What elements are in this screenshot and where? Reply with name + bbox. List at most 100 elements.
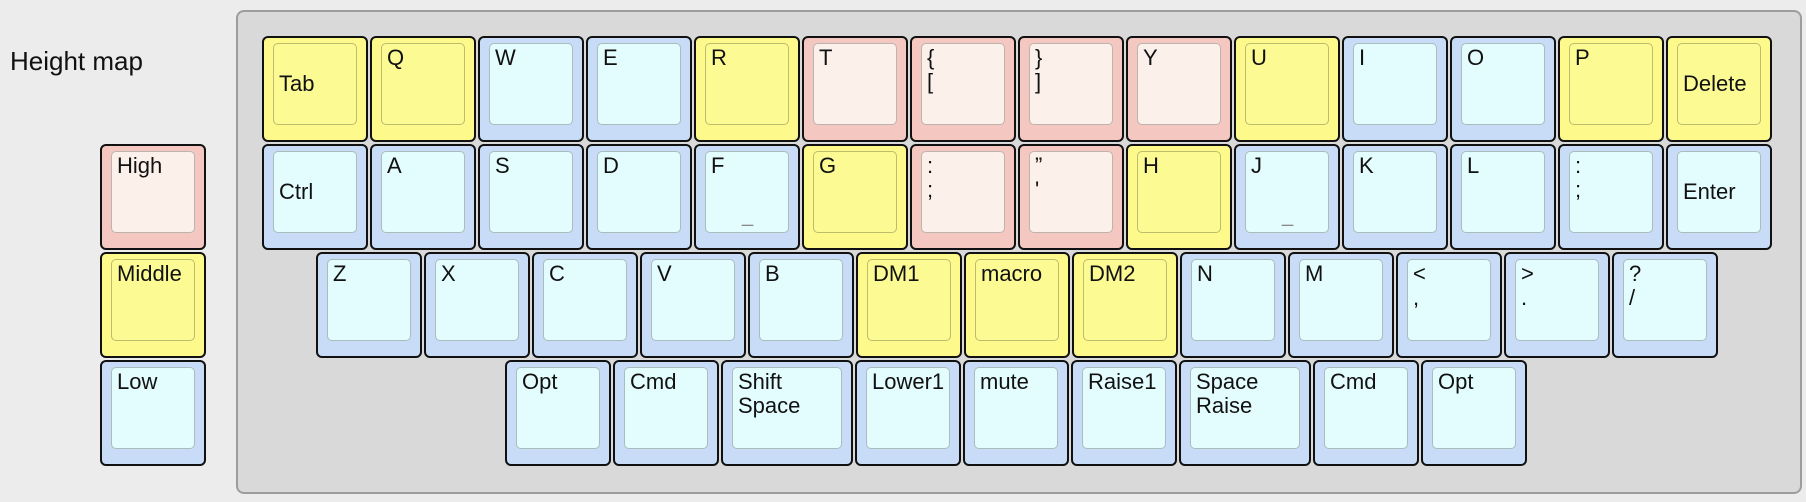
key-label: O	[1467, 45, 1485, 70]
key-label: Opt	[1438, 369, 1474, 394]
keycap-top	[1324, 367, 1408, 449]
keycap-top	[1029, 151, 1113, 233]
key-label: > .	[1521, 261, 1534, 310]
key-label: I	[1359, 45, 1366, 70]
keycap-top	[1623, 259, 1707, 341]
key-label: C	[549, 261, 565, 286]
keycap-top	[1353, 151, 1437, 233]
keycap-top	[273, 151, 357, 233]
keycap-top	[381, 43, 465, 125]
key-label: Middle	[117, 261, 182, 286]
key-o: O	[1450, 36, 1556, 142]
key-symbol: ? /	[1612, 252, 1718, 358]
key-label: Shift Space	[738, 369, 801, 418]
keycap-top	[327, 259, 411, 341]
key-r: R	[694, 36, 800, 142]
key-label: V	[657, 261, 672, 286]
key-label: ? /	[1629, 261, 1642, 310]
keycap-top	[1245, 151, 1329, 233]
key-lower1: Lower1	[855, 360, 961, 466]
keycap-top	[813, 151, 897, 233]
key-label: DM2	[1089, 261, 1136, 286]
key-k: K	[1342, 144, 1448, 250]
key-w: W	[478, 36, 584, 142]
key-label: A	[387, 153, 402, 178]
key-c: C	[532, 252, 638, 358]
key-label: Low	[117, 369, 158, 394]
keycap-top	[1677, 43, 1761, 125]
key-label: { [	[927, 45, 935, 94]
key-y: Y	[1126, 36, 1232, 142]
key-label: Cmd	[1330, 369, 1377, 394]
keycap-top	[651, 259, 735, 341]
key-t: T	[802, 36, 908, 142]
key-dm1: DM1	[856, 252, 962, 358]
key-opt: Opt	[505, 360, 611, 466]
key-shift-space: Shift Space	[721, 360, 853, 466]
keycap-top	[1245, 43, 1329, 125]
key-label: Q	[387, 45, 405, 70]
key-cmd: Cmd	[613, 360, 719, 466]
keycap-top	[1432, 367, 1516, 449]
key-label: T	[819, 45, 833, 70]
key-label: Space Raise	[1196, 369, 1259, 418]
key-label: : ;	[927, 153, 934, 202]
key-p: P	[1558, 36, 1664, 142]
keycap-top	[1190, 367, 1300, 449]
key-l: L	[1450, 144, 1556, 250]
diagram-title: Height map	[10, 46, 143, 76]
key-label: DM1	[873, 261, 920, 286]
key-label: Cmd	[630, 369, 677, 394]
keycap-top	[1677, 151, 1761, 233]
key-label: P	[1575, 45, 1590, 70]
key-label: mute	[980, 369, 1029, 394]
key-label: Opt	[522, 369, 558, 394]
keycap-top	[1569, 151, 1653, 233]
key-symbol: ” '	[1018, 144, 1124, 250]
key-d: D	[586, 144, 692, 250]
legend-high: High	[100, 144, 206, 250]
key-label: L	[1467, 153, 1480, 178]
key-label: High	[117, 153, 163, 178]
keycap-top	[516, 367, 600, 449]
keycap-top	[597, 43, 681, 125]
key-label: J	[1251, 153, 1262, 178]
key-s: S	[478, 144, 584, 250]
key-j: J _	[1234, 144, 1340, 250]
keycap-top	[1082, 367, 1166, 449]
key-label: Lower1	[872, 369, 945, 394]
key-v: V	[640, 252, 746, 358]
keycap-top	[1353, 43, 1437, 125]
keycap-top	[1299, 259, 1383, 341]
key-label: : ;	[1575, 153, 1582, 202]
key-label: H	[1143, 153, 1159, 178]
keycap-top	[624, 367, 708, 449]
legend-middle: Middle	[100, 252, 206, 358]
key-label: E	[603, 45, 618, 70]
keycap-top	[543, 259, 627, 341]
key-label: Raise1	[1088, 369, 1157, 394]
key-label: macro	[981, 261, 1043, 286]
key-label: K	[1359, 153, 1374, 178]
keycap-top	[974, 367, 1058, 449]
keycap-top	[111, 367, 195, 449]
key-u: U	[1234, 36, 1340, 142]
keycap-top	[435, 259, 519, 341]
key-b: B	[748, 252, 854, 358]
keycap-top	[489, 151, 573, 233]
keycap-top	[975, 259, 1059, 341]
key-tab: Tab	[262, 36, 368, 142]
keycap-top	[1029, 43, 1113, 125]
key-label: } ]	[1035, 45, 1043, 94]
key-raise1: Raise1	[1071, 360, 1177, 466]
key-label: D	[603, 153, 619, 178]
key-mute: mute	[963, 360, 1069, 466]
key-g: G	[802, 144, 908, 250]
key-a: A	[370, 144, 476, 250]
key-dm2: DM2	[1072, 252, 1178, 358]
key-label: Y	[1143, 45, 1158, 70]
home-row-bump: _	[742, 205, 754, 227]
key-label: Delete	[1683, 71, 1747, 96]
key-label: W	[495, 45, 516, 70]
keycap-top	[1569, 43, 1653, 125]
